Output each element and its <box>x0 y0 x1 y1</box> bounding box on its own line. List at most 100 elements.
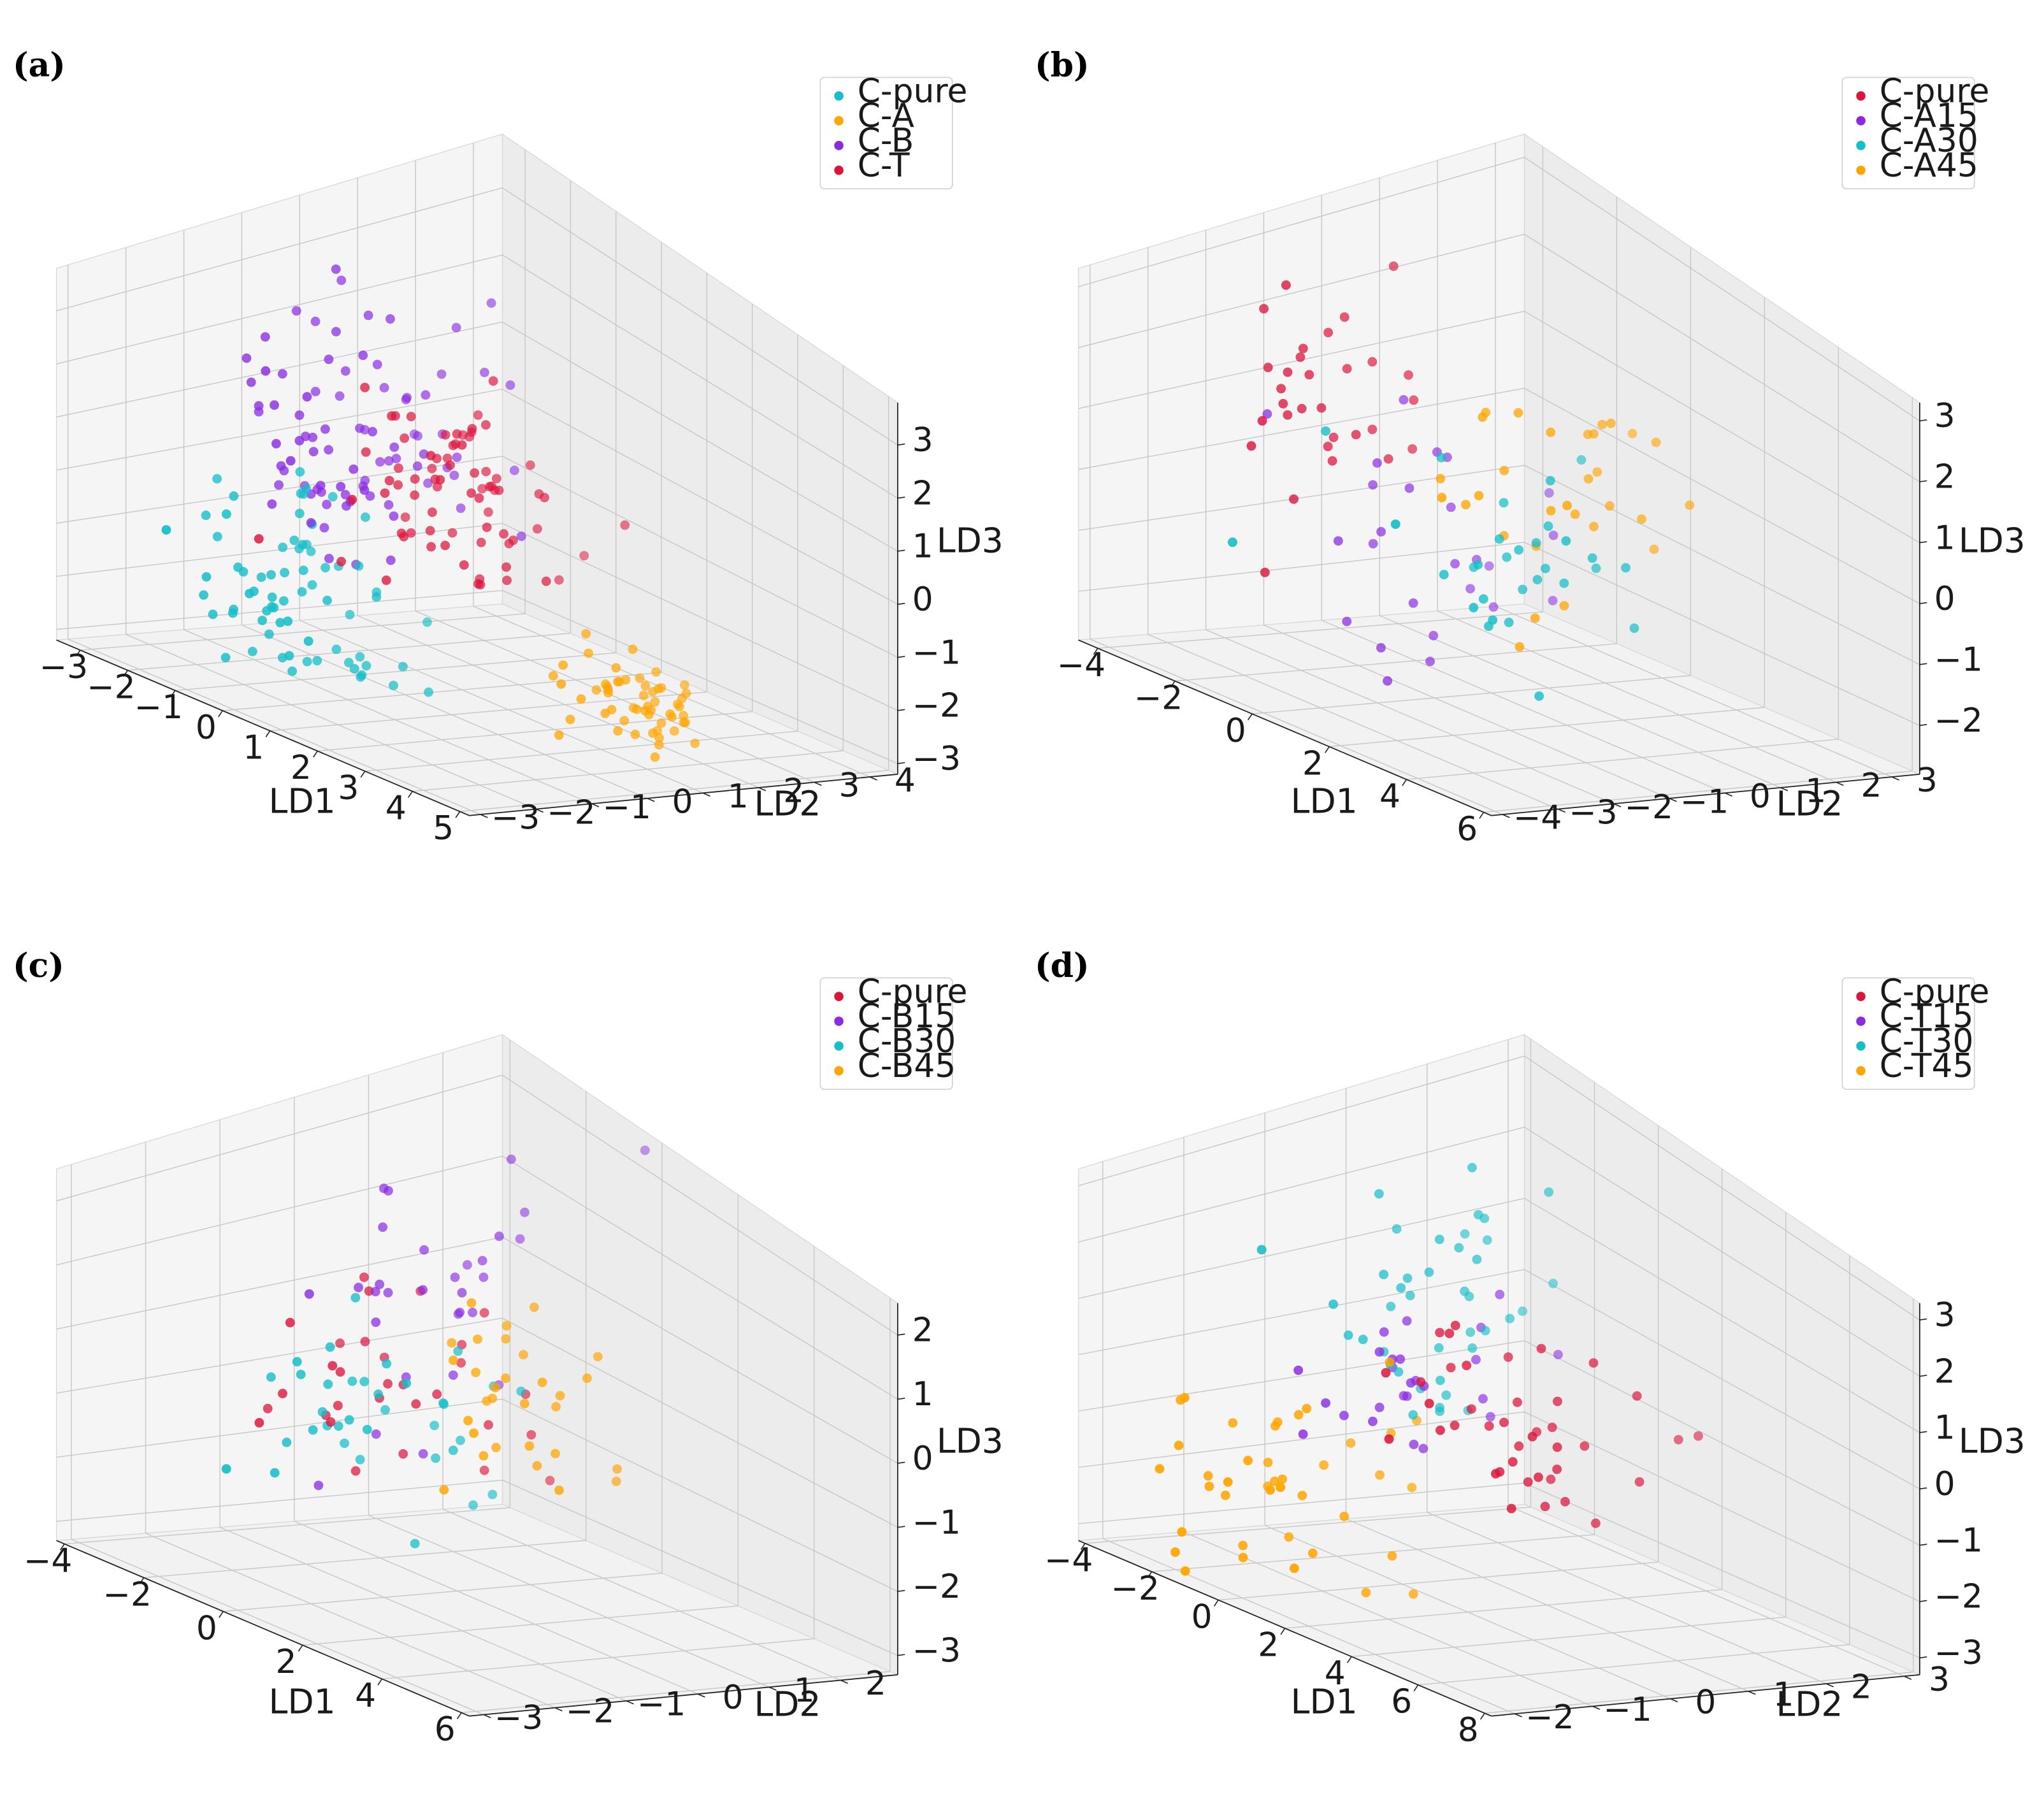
point-C-B <box>385 555 396 565</box>
point-C-pure <box>1323 442 1333 452</box>
point-C-pure <box>306 546 316 556</box>
point-C-T <box>579 551 589 561</box>
point-C-B45 <box>551 1449 560 1459</box>
point-C-pure <box>1289 494 1299 504</box>
point-C-A15 <box>1376 642 1386 653</box>
point-C-T45 <box>1204 1481 1214 1491</box>
point-C-pure <box>247 646 257 656</box>
point-C-pure <box>254 1418 264 1428</box>
point-C-pure <box>1435 1327 1445 1338</box>
point-C-pure <box>424 687 434 697</box>
point-C-T <box>427 463 437 474</box>
point-C-A45 <box>1436 474 1446 484</box>
point-C-A15 <box>1404 483 1414 493</box>
point-C-T <box>457 440 467 450</box>
x-tick-label: 6 <box>1391 1683 1412 1721</box>
point-C-pure <box>1632 1391 1642 1401</box>
z-axis-label: LD3 <box>1959 520 2026 560</box>
point-C-A <box>613 726 623 736</box>
point-C-pure <box>298 540 308 550</box>
side-pane <box>1077 1034 1525 1542</box>
point-C-pure <box>345 609 355 619</box>
point-C-pure <box>1580 1441 1590 1451</box>
point-C-A <box>650 697 660 707</box>
point-C-A <box>548 671 558 681</box>
point-C-pure <box>256 572 266 582</box>
point-C-B <box>271 438 281 449</box>
legend-box <box>819 76 953 190</box>
point-C-A <box>679 711 689 721</box>
point-C-T45 <box>1387 1551 1397 1561</box>
point-C-B <box>254 401 264 411</box>
z-tick-label: 0 <box>912 1440 933 1478</box>
point-C-B <box>372 359 382 370</box>
y-tick-label: −4 <box>1513 799 1562 837</box>
point-C-T15 <box>1395 1354 1406 1364</box>
point-C-B15 <box>479 1272 489 1282</box>
point-C-T30 <box>1480 1326 1490 1336</box>
point-C-T15 <box>1495 1289 1505 1299</box>
point-C-pure <box>1342 364 1352 374</box>
point-C-pure <box>285 1317 295 1327</box>
point-C-pure <box>266 570 277 580</box>
panel-d: −4 −2 0 2 4 6 8 −2 −1 0 1 2 3 −3 −2 −1 0 1 2 3 LD1 LD2 LD3 C-pu… <box>1022 900 2044 1801</box>
point-C-B30 <box>468 1500 479 1510</box>
point-C-B45 <box>466 1298 477 1308</box>
point-C-T30 <box>1256 1245 1267 1255</box>
point-C-T45 <box>1408 1589 1418 1599</box>
point-C-B30 <box>344 1415 354 1425</box>
point-C-T30 <box>1424 1267 1434 1277</box>
point-C-B <box>421 390 431 400</box>
point-C-T15 <box>1485 1412 1495 1422</box>
point-C-B <box>456 503 466 513</box>
point-C-B15 <box>378 1222 388 1233</box>
point-C-B45 <box>469 1428 479 1438</box>
y-tick-label: 2 <box>783 772 804 811</box>
point-C-pure <box>280 568 290 577</box>
point-C-T45 <box>1307 1548 1318 1558</box>
point-C-A <box>640 681 651 691</box>
point-C-T45 <box>1375 1470 1385 1480</box>
point-C-B30 <box>296 1370 306 1380</box>
point-C-T30 <box>1405 1291 1415 1301</box>
legend-label: C-T45 <box>1880 1047 1974 1085</box>
point-C-B45 <box>501 1334 511 1344</box>
point-C-A <box>679 718 689 728</box>
point-C-B <box>331 326 341 336</box>
point-C-T <box>482 522 492 532</box>
point-C-B <box>449 470 459 481</box>
scatter-points <box>1155 1162 1703 1599</box>
point-C-T <box>394 463 403 474</box>
point-C-A30 <box>1436 452 1446 463</box>
z-tick-label: 1 <box>1934 519 1955 557</box>
point-C-B <box>302 392 312 402</box>
scatter-points <box>221 1145 650 1549</box>
legend-marker <box>834 992 844 1001</box>
x-tick-label: 0 <box>196 709 217 747</box>
point-C-pure <box>333 1401 343 1411</box>
legend-marker <box>1856 165 1866 175</box>
point-C-pure <box>161 524 171 535</box>
point-C-T30 <box>1505 1313 1515 1324</box>
point-C-B45 <box>593 1352 603 1362</box>
point-C-T30 <box>1441 1390 1451 1400</box>
x-axis-label: LD1 <box>1291 781 1358 821</box>
y-tick-label: −3 <box>491 799 540 837</box>
x-tick-label: 2 <box>291 749 312 787</box>
point-C-A45 <box>1627 428 1637 438</box>
legend-marker <box>1856 141 1866 150</box>
point-C-T <box>452 429 462 439</box>
point-C-T <box>508 535 518 546</box>
point-C-pure <box>312 656 322 666</box>
point-C-pure <box>1276 384 1286 394</box>
point-C-B30 <box>410 1538 420 1549</box>
point-C-pure <box>354 561 364 571</box>
point-C-A45 <box>1546 427 1556 437</box>
y-tick-label: 0 <box>1695 1683 1716 1721</box>
point-C-pure <box>1407 444 1418 454</box>
point-C-B <box>261 366 271 376</box>
